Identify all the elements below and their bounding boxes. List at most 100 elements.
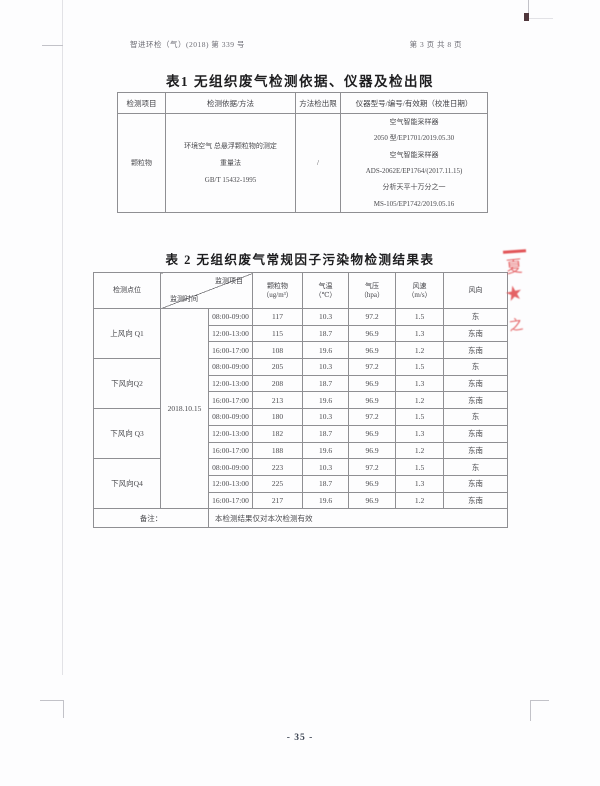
col-name: 气温 <box>318 281 333 290</box>
date-cell: 2018.10.15 <box>160 307 209 510</box>
time-cell: 08:00-09:00 <box>208 408 253 426</box>
result-cell: 96.9 <box>348 441 396 460</box>
crop-mark-bottomright-v <box>530 700 531 721</box>
col-header-winddir: 风向 <box>443 272 508 309</box>
time-cell: 12:00-13:00 <box>208 374 253 393</box>
method-line: 重量法 <box>220 158 241 167</box>
diagonal-header-cell: 监测项目 监测时间 <box>160 272 253 309</box>
col-header-limit: 方法检出限 <box>295 92 341 114</box>
time-cell: 12:00-13:00 <box>208 474 253 493</box>
result-cell: 1.5 <box>395 358 444 376</box>
document-header: 智进环检（气）(2018) 第 339 号 第 3 页 共 8 页 <box>130 39 462 50</box>
result-cell: 东南 <box>443 474 508 493</box>
col-unit: （m/s） <box>407 290 432 299</box>
instrument-cell: 空气智能采样器 2050 型/EP1701/2019.05.30 空气智能采样器… <box>340 113 488 213</box>
result-cell: 97.2 <box>348 458 396 476</box>
time-cell: 12:00-13:00 <box>208 424 253 443</box>
table2-title: 表 2 无组织废气常规因子污染物检测结果表 <box>165 253 435 267</box>
seal-fragment-icon: 之 <box>508 318 525 335</box>
fold-line-topleft-horizontal <box>42 45 63 46</box>
table-header-row: 检测点位 监测项目 监测时间 颗粒物 （ug/m³） 气温 （℃） 气压 （hp… <box>93 272 508 309</box>
point-cell: 下风向Q2 <box>93 358 161 410</box>
result-cell: 180 <box>252 408 303 426</box>
result-cell: 1.3 <box>395 324 444 343</box>
seal-star-icon: ★ <box>503 281 526 307</box>
table1-title: 表1 无组织废气检测依据、仪器及检出限 <box>165 74 435 89</box>
result-cell: 117 <box>252 308 303 326</box>
diagonal-label-item: 监测项目 <box>215 277 243 285</box>
table-row: 下风向Q2 08:00-09:00 205 10.3 97.2 1.5 东 <box>93 358 508 410</box>
time-cell: 16:00-17:00 <box>208 441 253 460</box>
col-header-windspeed: 风速 （m/s） <box>395 272 444 309</box>
col-header-method: 检测依据/方法 <box>165 92 296 114</box>
result-cell: 东南 <box>443 324 508 343</box>
seal-fragment-icon: 夏 <box>505 258 524 277</box>
result-cell: 东南 <box>443 441 508 460</box>
result-cell: 1.3 <box>395 474 444 493</box>
col-header-pressure: 气压 （hpa） <box>348 272 396 309</box>
result-cell: 96.9 <box>348 341 396 360</box>
col-name: 风向 <box>468 286 483 294</box>
result-cell: 96.9 <box>348 324 396 343</box>
col-unit: （hpa） <box>359 290 385 299</box>
result-cell: 1.3 <box>395 374 444 393</box>
detection-basis-table: 检测项目 检测依据/方法 方法检出限 仪器型号/编号/有效期（校准日期） 颗粒物… <box>117 92 488 213</box>
result-cell: 东南 <box>443 391 508 410</box>
method-line: GB/T 15432-1995 <box>204 175 257 184</box>
result-cell: 96.9 <box>348 391 396 410</box>
diagonal-label-time: 监测时间 <box>170 295 198 303</box>
table-row: 12:00-13:00 208 18.7 96.9 1.3 东南 <box>94 374 508 393</box>
result-cell: 1.5 <box>395 308 444 326</box>
result-cell: 19.6 <box>302 441 349 460</box>
result-cell: 10.3 <box>302 408 349 426</box>
page-number: - 35 - <box>286 733 314 743</box>
table-header-row: 检测项目 检测依据/方法 方法检出限 仪器型号/编号/有效期（校准日期） <box>117 92 488 114</box>
table-row: 下风向 Q3 08:00-09:00 180 10.3 97.2 1.5 东 <box>93 408 508 460</box>
report-number: 智进环检（气）(2018) 第 339 号 <box>130 40 245 49</box>
table-row: 16:00-17:00 213 19.6 96.9 1.2 东南 <box>94 391 508 410</box>
result-cell: 19.6 <box>302 491 349 510</box>
result-cell: 18.7 <box>302 374 349 393</box>
instrument-line: 2050 型/EP1701/2019.05.30 <box>373 134 455 143</box>
result-cell: 97.2 <box>348 358 396 376</box>
result-cell: 96.9 <box>348 491 396 510</box>
result-cell: 115 <box>252 324 303 343</box>
table-row: 上风向 Q1 2018.10.15 08:00-09:00 117 10.3 9… <box>93 307 508 510</box>
results-table: 检测点位 监测项目 监测时间 颗粒物 （ug/m³） 气温 （℃） 气压 （hp… <box>93 272 508 529</box>
result-cell: 1.5 <box>395 408 444 426</box>
limit-cell: / <box>295 113 341 213</box>
point-cell: 下风向Q4 <box>93 458 161 510</box>
scan-corner-square-mark <box>524 13 529 21</box>
result-cell: 东 <box>443 408 508 426</box>
crop-mark-bottomleft-h <box>40 700 64 701</box>
method-cell: 环境空气 总悬浮颗粒物的测定 重量法 GB/T 15432-1995 <box>165 113 296 213</box>
result-cell: 10.3 <box>302 358 349 376</box>
time-cell: 12:00-13:00 <box>208 324 253 343</box>
result-cell: 19.6 <box>302 391 349 410</box>
method-line: 环境空气 总悬浮颗粒物的测定 <box>184 141 277 150</box>
result-cell: 223 <box>252 458 303 476</box>
result-cell: 217 <box>252 491 303 510</box>
result-cell: 18.7 <box>302 324 349 343</box>
result-cell: 96.9 <box>348 374 396 393</box>
table-row: 12:00-13:00 225 18.7 96.9 1.3 东南 <box>94 474 508 493</box>
table-row: 16:00-17:00 217 19.6 96.9 1.2 东南 <box>94 491 508 510</box>
col-header-instrument: 仪器型号/编号/有效期（校准日期） <box>340 92 488 114</box>
instrument-line: ADS-2062E/EP1764/(2017.11.15) <box>365 167 463 175</box>
remark-text: 本检测结果仅对本次检测有效 <box>208 508 508 529</box>
table-row: 12:00-13:00 182 18.7 96.9 1.3 东南 <box>94 424 508 443</box>
col-header-item: 检测项目 <box>117 92 166 114</box>
crop-mark-bottomright-h <box>530 700 549 701</box>
result-cell: 96.9 <box>348 424 396 443</box>
fold-line-left-vertical <box>62 0 63 675</box>
result-cell: 225 <box>252 474 303 493</box>
col-unit: （℃） <box>314 290 337 299</box>
result-cell: 108 <box>252 341 303 360</box>
result-cell: 10.3 <box>302 308 349 326</box>
result-cell: 97.2 <box>348 308 396 326</box>
time-cell: 16:00-17:00 <box>208 391 253 410</box>
point-cell: 下风向 Q3 <box>93 408 161 460</box>
table-row: 12:00-13:00 115 18.7 96.9 1.3 东南 <box>94 324 508 343</box>
result-cell: 东 <box>443 458 508 476</box>
col-name: 气压 <box>365 281 379 290</box>
